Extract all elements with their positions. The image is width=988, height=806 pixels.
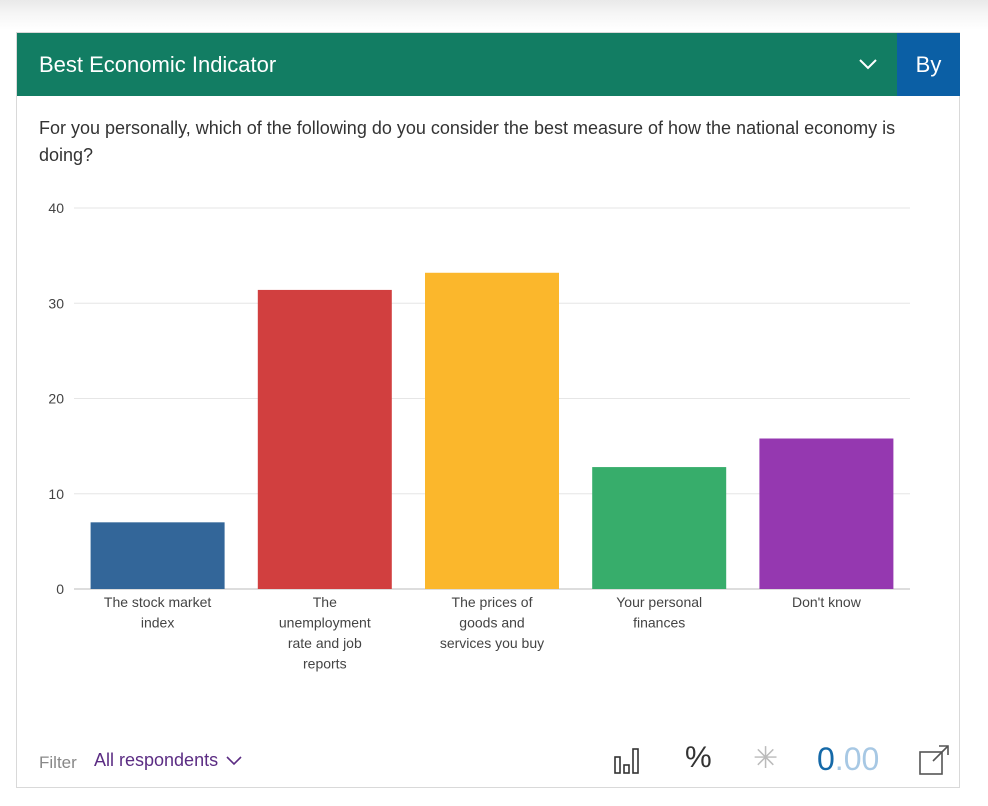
filter-dropdown[interactable]: All respondents [94,750,242,771]
external-link-icon[interactable] [917,743,951,777]
bar [759,438,894,589]
bar [592,467,727,589]
card-title: Best Economic Indicator [39,52,277,77]
y-tick-label: 30 [48,295,64,311]
card-footer: Filter All respondents % ✳ 0.00 [17,733,959,788]
chevron-down-icon [226,755,242,765]
bar [425,272,559,589]
score-value: 0.00 [817,741,879,778]
y-tick-label: 10 [48,486,64,502]
bar [257,289,392,589]
asterisk-icon[interactable]: ✳ [753,742,779,775]
x-tick-label: The prices of goods and services you buy [440,594,544,651]
question-text: For you personally, which of the followi… [39,118,896,165]
x-tick-label: Don't know [792,594,862,610]
x-tick-label: The unemployment rate and job reports [279,594,371,672]
y-tick-label: 0 [56,581,64,597]
chevron-down-icon[interactable] [857,53,879,75]
bar-chart: 0 10 20 30 40 The stock market index The unemplo… [48,200,910,672]
score-decimal: .00 [834,741,880,777]
poll-card: Best Economic Indicator By For you perso… [16,32,960,788]
score-integer: 0 [817,741,835,777]
by-button[interactable]: By [897,33,960,96]
filter-value: All respondents [94,750,219,770]
bar-chart-icon[interactable] [613,745,641,775]
bar [90,522,225,589]
y-tick-label: 40 [48,200,64,216]
card-header: Best Economic Indicator [17,33,897,96]
filter-label: Filter [39,753,77,772]
percent-icon[interactable]: % [685,741,712,774]
x-tick-label: Your personal finances [616,594,702,631]
x-tick-label: The stock market index [104,594,211,631]
y-tick-label: 20 [48,391,64,407]
